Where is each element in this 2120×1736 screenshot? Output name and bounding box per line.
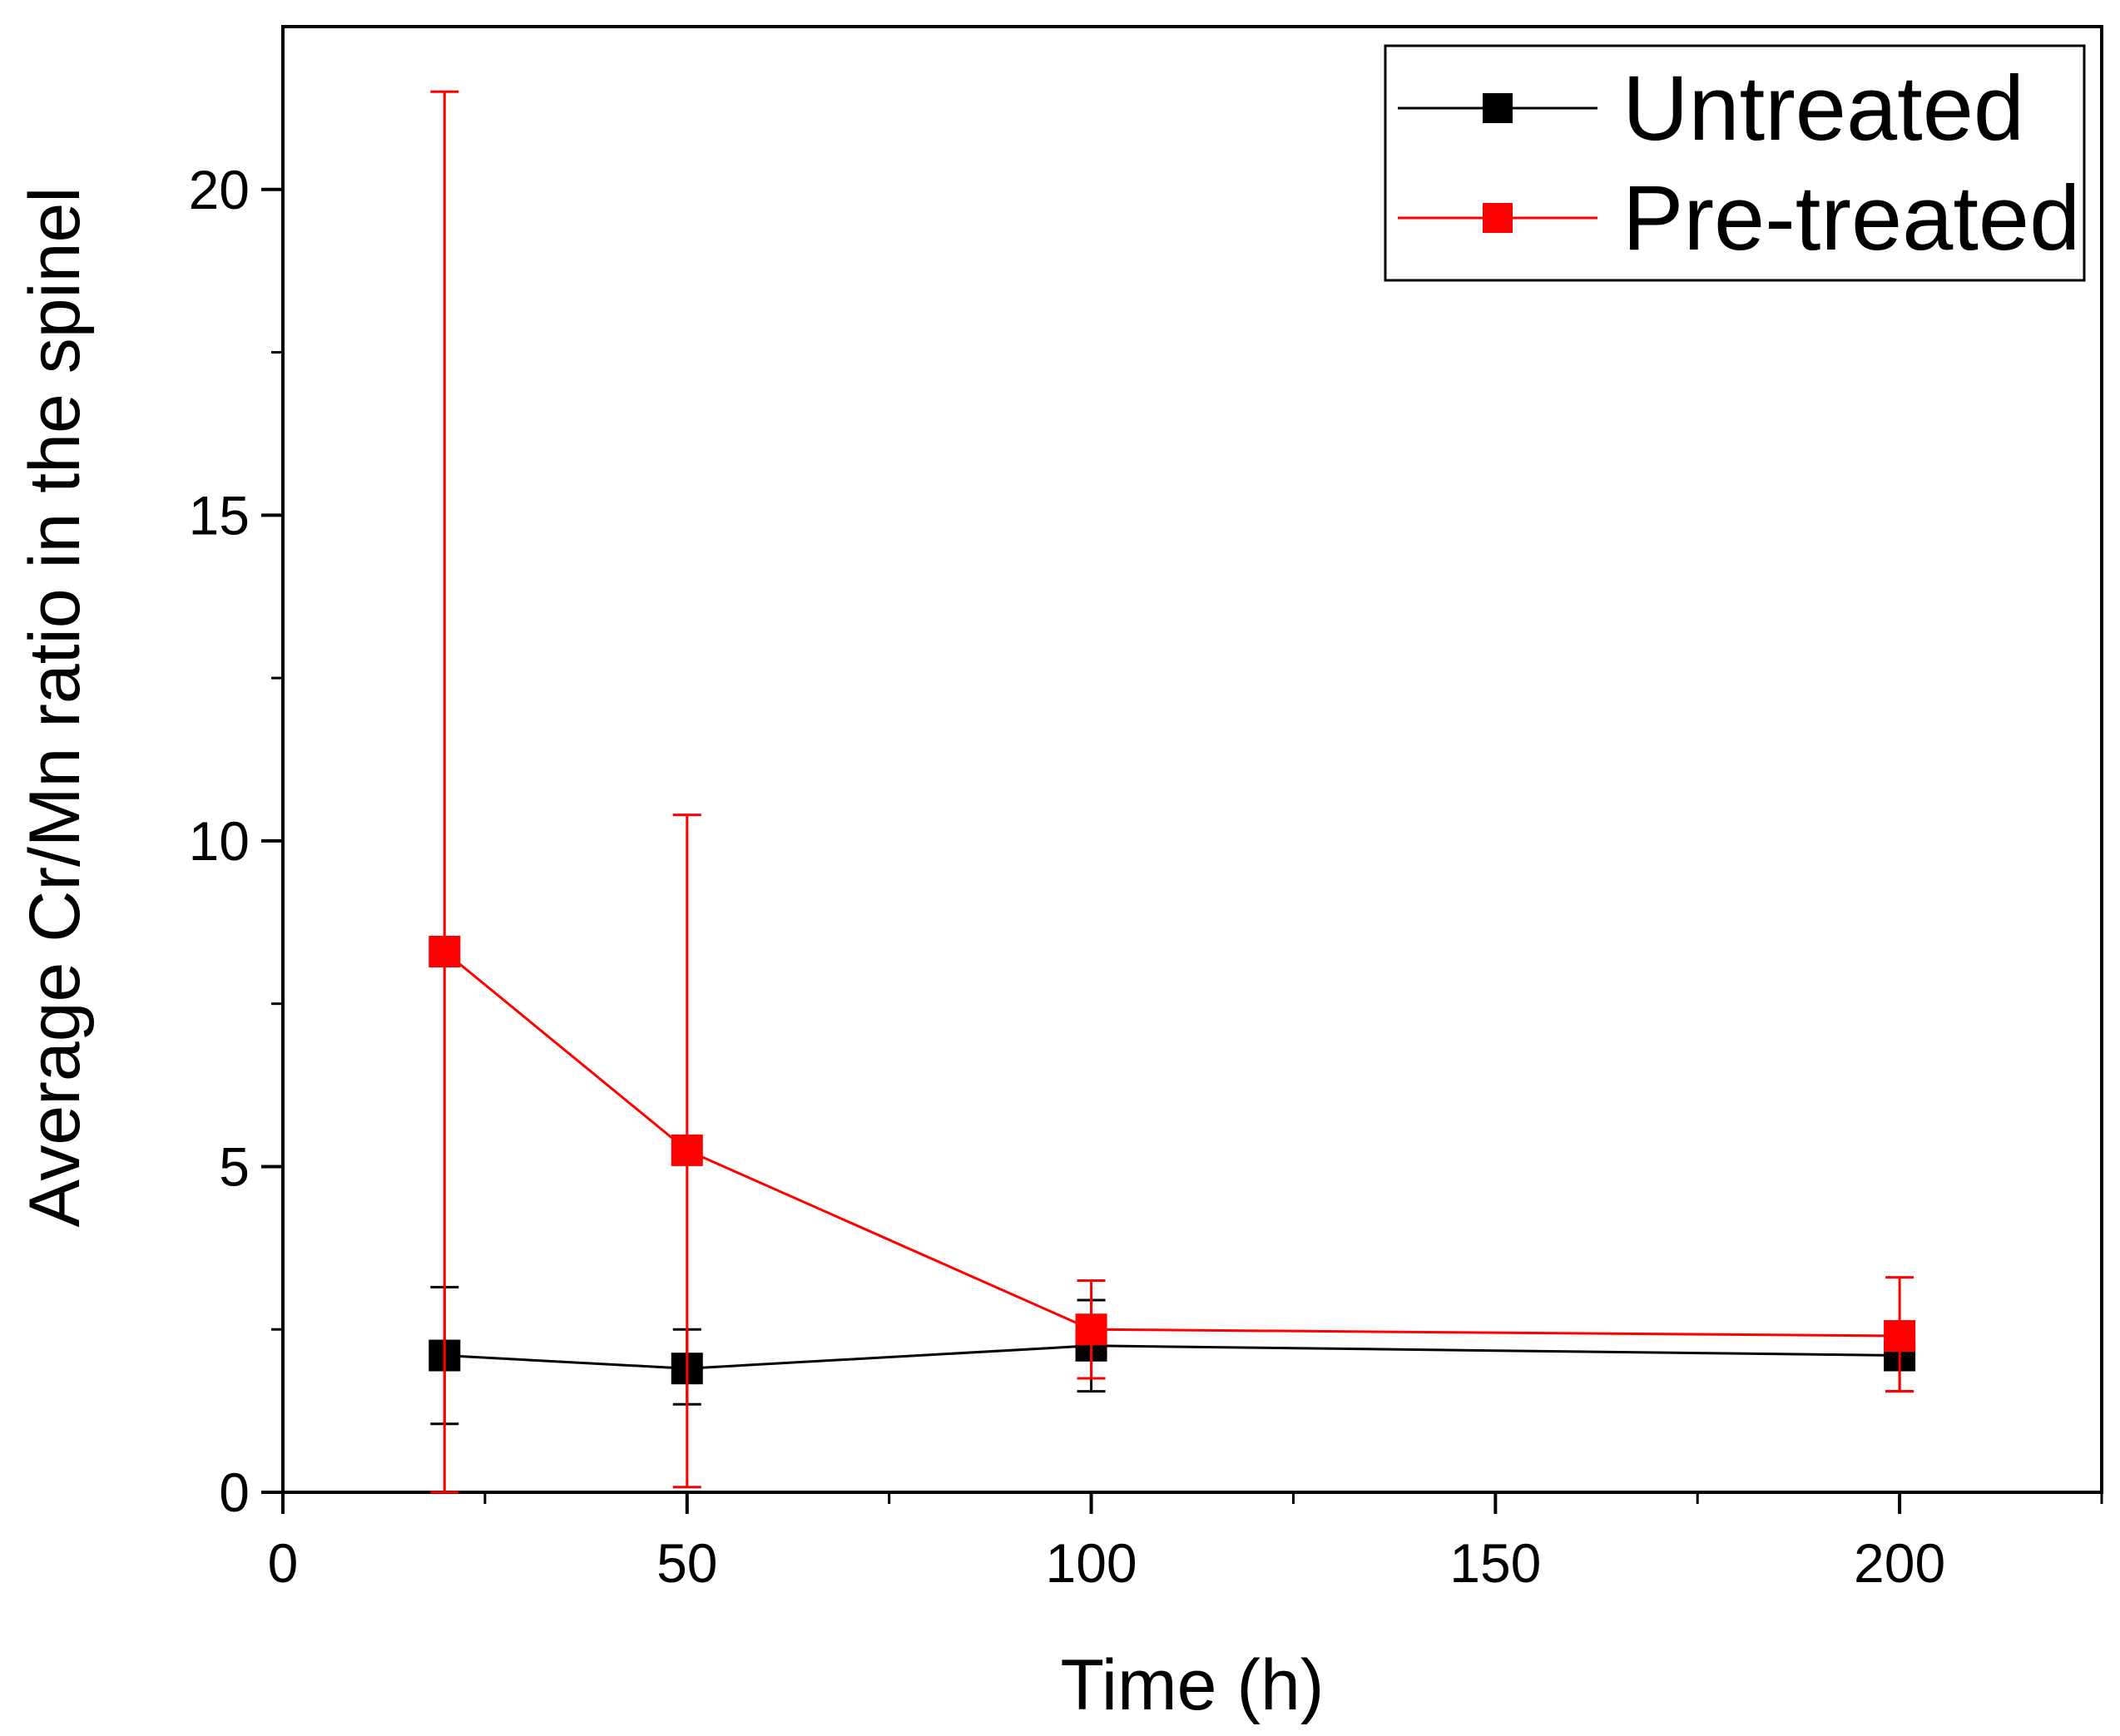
legend: Untreated Pre-treated: [1384, 44, 2086, 282]
x-tick-label: 0: [268, 1532, 299, 1594]
x-tick-label: 100: [1045, 1532, 1137, 1594]
data-point-pretreated: [1884, 1320, 1916, 1353]
series-layer: [428, 90, 1916, 1494]
series-pretreated: [428, 90, 1916, 1494]
y-tick-label: 20: [189, 159, 250, 220]
legend-label-untreated: Untreated: [1622, 57, 2024, 160]
series-line-untreated: [444, 1344, 1900, 1370]
y-tick-label: 0: [219, 1462, 250, 1523]
x-tick-label: 200: [1854, 1532, 1945, 1594]
series-line-pretreated: [443, 950, 1900, 1338]
y-tick-label: 5: [219, 1135, 250, 1197]
y-tick-label: 10: [189, 810, 250, 872]
x-axis-title: Time (h): [1061, 1645, 1325, 1725]
y-tick-label: 15: [189, 484, 250, 546]
data-point-pretreated: [428, 936, 461, 968]
legend-marker-pretreated: [1483, 203, 1513, 233]
axis-ticks: [261, 187, 2103, 1514]
legend-label-pretreated: Pre-treated: [1622, 167, 2080, 270]
x-tick-label: 50: [656, 1532, 717, 1594]
legend-box: [1384, 44, 2086, 282]
axis-tick-labels: 0 50 100 150 200 0 5 10 15 20: [189, 159, 1946, 1594]
x-tick-label: 150: [1449, 1532, 1541, 1594]
data-point-pretreated: [1075, 1313, 1107, 1346]
y-axis-title: Average Cr/Mn ratio in the spinel: [15, 187, 95, 1228]
data-point-pretreated: [671, 1134, 703, 1166]
plot-area-frame: [281, 25, 2103, 1494]
legend-marker-untreated: [1483, 93, 1513, 123]
